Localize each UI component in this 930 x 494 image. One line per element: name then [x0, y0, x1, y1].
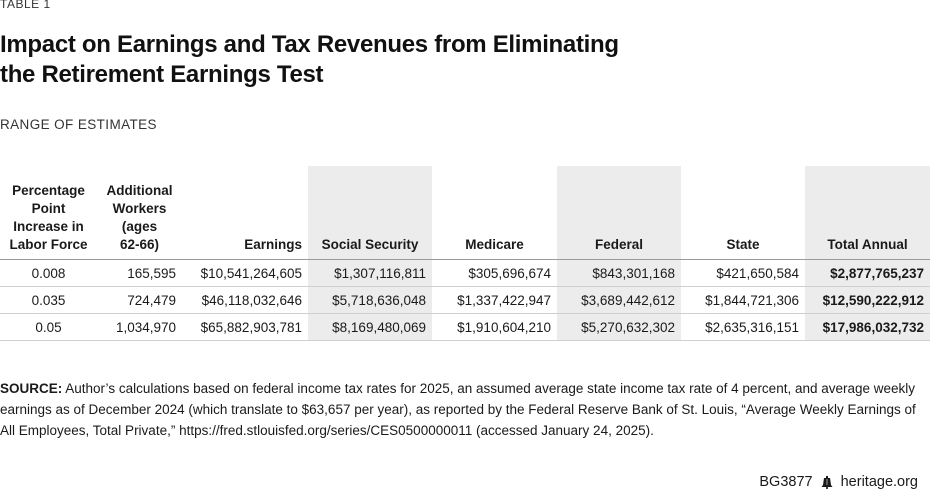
cell-total-annual: $12,590,222,912 — [805, 286, 930, 314]
cell-percentage: 0.035 — [0, 286, 97, 314]
table-label: TABLE 1 — [0, 0, 51, 11]
cell-total-annual: $2,877,765,237 — [805, 259, 930, 287]
footer-code: BG3877 — [759, 474, 813, 490]
cell-earnings: $46,118,032,646 — [182, 286, 308, 314]
cell-workers: 165,595 — [97, 259, 182, 287]
header-federal: Federal — [557, 170, 681, 260]
source-label: SOURCE: — [0, 381, 63, 396]
cell-state: $1,844,721,306 — [681, 286, 805, 314]
cell-federal: $843,301,168 — [557, 259, 681, 287]
table-row: 0.008 165,595 $10,541,264,605 $1,307,116… — [0, 259, 930, 287]
header-row: Percentage Point Increase in Labor Force Ad… — [0, 170, 930, 260]
title-line-1: Impact on Earnings and Tax Revenues from… — [0, 31, 619, 58]
cell-workers: 724,479 — [97, 286, 182, 314]
estimates-table: Percentage Point Increase in Labor Force Ad… — [0, 170, 930, 341]
title-line-2: the Retirement Earnings Test — [0, 61, 324, 88]
cell-percentage: 0.008 — [0, 259, 97, 287]
footer-site[interactable]: heritage.org — [840, 474, 918, 490]
cell-social-security: $8,169,480,069 — [308, 313, 432, 341]
cell-social-security: $5,718,636,048 — [308, 286, 432, 314]
table-row: 0.035 724,479 $46,118,032,646 $5,718,636… — [0, 286, 930, 314]
footer: BG3877 heritage.org — [759, 474, 918, 490]
cell-social-security: $1,307,116,811 — [308, 259, 432, 287]
cell-earnings: $10,541,264,605 — [182, 259, 308, 287]
source-note: SOURCE: Author’s calculations based on f… — [0, 378, 920, 441]
cell-workers: 1,034,970 — [97, 313, 182, 341]
cell-medicare: $305,696,674 — [432, 259, 557, 287]
table-row: 0.05 1,034,970 $65,882,903,781 $8,169,48… — [0, 313, 930, 341]
header-medicare: Medicare — [432, 170, 557, 260]
cell-state: $421,650,584 — [681, 259, 805, 287]
table-subtitle: RANGE OF ESTIMATES — [0, 117, 157, 132]
cell-medicare: $1,910,604,210 — [432, 313, 557, 341]
header-percentage-point: Percentage Point Increase in Labor Force — [0, 170, 97, 260]
header-state: State — [681, 170, 805, 260]
cell-medicare: $1,337,422,947 — [432, 286, 557, 314]
table-title: Impact on Earnings and Tax Revenues from… — [0, 30, 619, 90]
cell-earnings: $65,882,903,781 — [182, 313, 308, 341]
cell-percentage: 0.05 — [0, 313, 97, 341]
header-additional-workers: Additional Workers (ages 62-66) — [97, 170, 182, 260]
source-text: Author’s calculations based on federal i… — [0, 381, 916, 438]
liberty-bell-icon — [821, 475, 833, 489]
cell-state: $2,635,316,151 — [681, 313, 805, 341]
header-earnings: Earnings — [182, 170, 308, 260]
cell-federal: $3,689,442,612 — [557, 286, 681, 314]
header-social-security: Social Security — [308, 170, 432, 260]
cell-total-annual: $17,986,032,732 — [805, 313, 930, 341]
header-total-annual: Total Annual — [805, 170, 930, 260]
cell-federal: $5,270,632,302 — [557, 313, 681, 341]
